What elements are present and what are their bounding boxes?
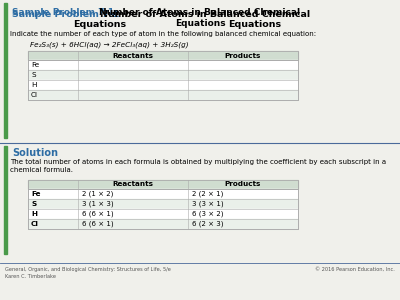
Text: The total number of atoms in each formula is obtained by multiplying the coeffic: The total number of atoms in each formul…	[10, 159, 386, 173]
Bar	[28, 80, 298, 90]
Text: Equations: Equations	[175, 19, 225, 28]
Bar	[4, 3, 7, 138]
Bar	[28, 189, 298, 199]
Text: General, Organic, and Biological Chemistry: Structures of Life, 5/e
Karen C. Tim: General, Organic, and Biological Chemist…	[5, 267, 171, 279]
Text: S: S	[31, 201, 36, 207]
Bar	[28, 209, 298, 219]
Text: 6 (3 × 2): 6 (3 × 2)	[192, 211, 224, 217]
Text: Products: Products	[225, 52, 261, 59]
Text: Reactants: Reactants	[112, 52, 154, 59]
Bar	[28, 60, 298, 70]
Text: Fe: Fe	[31, 62, 39, 68]
Bar	[28, 90, 298, 100]
Text: Equations: Equations	[228, 20, 282, 29]
Text: Fe: Fe	[31, 191, 40, 197]
Text: © 2016 Pearson Education, Inc.: © 2016 Pearson Education, Inc.	[315, 267, 395, 272]
Bar	[28, 199, 298, 209]
Text: 6 (2 × 3): 6 (2 × 3)	[192, 221, 224, 227]
Text: Sample Problem 7.1: Sample Problem 7.1	[12, 8, 114, 17]
Text: Equations: Equations	[74, 20, 126, 29]
Bar	[28, 51, 298, 100]
Text: Cl: Cl	[31, 221, 39, 227]
Bar	[28, 70, 298, 80]
Text: H: H	[31, 82, 36, 88]
Text: Indicate the number of each type of atom in the following balanced chemical equa: Indicate the number of each type of atom…	[10, 31, 316, 37]
Text: Cl: Cl	[31, 92, 38, 98]
Text: 3 (3 × 1): 3 (3 × 1)	[192, 201, 224, 207]
Bar	[28, 51, 298, 60]
Text: Number of Atoms in Balanced Chemical: Number of Atoms in Balanced Chemical	[99, 8, 300, 17]
Text: 2 (2 × 1): 2 (2 × 1)	[192, 191, 223, 197]
Text: 3 (1 × 3): 3 (1 × 3)	[82, 201, 114, 207]
Text: Fe₂S₃(s) + 6HCl(aq) → 2FeCl₃(aq) + 3H₂S(g): Fe₂S₃(s) + 6HCl(aq) → 2FeCl₃(aq) + 3H₂S(…	[30, 41, 189, 47]
Bar	[28, 180, 298, 189]
Text: S: S	[31, 72, 36, 78]
Bar	[28, 180, 298, 229]
Text: H: H	[31, 211, 37, 217]
Bar	[28, 219, 298, 229]
Text: Number of Atoms in Balanced Chemical: Number of Atoms in Balanced Chemical	[100, 10, 310, 19]
Text: 2 (1 × 2): 2 (1 × 2)	[82, 191, 113, 197]
Text: Sample Problem 7.1: Sample Problem 7.1	[12, 10, 119, 19]
Text: Reactants: Reactants	[112, 182, 154, 188]
Bar	[4, 146, 7, 254]
Text: Solution: Solution	[12, 148, 58, 158]
Text: Products: Products	[225, 182, 261, 188]
Text: 6 (6 × 1): 6 (6 × 1)	[82, 221, 114, 227]
Text: 6 (6 × 1): 6 (6 × 1)	[82, 211, 114, 217]
